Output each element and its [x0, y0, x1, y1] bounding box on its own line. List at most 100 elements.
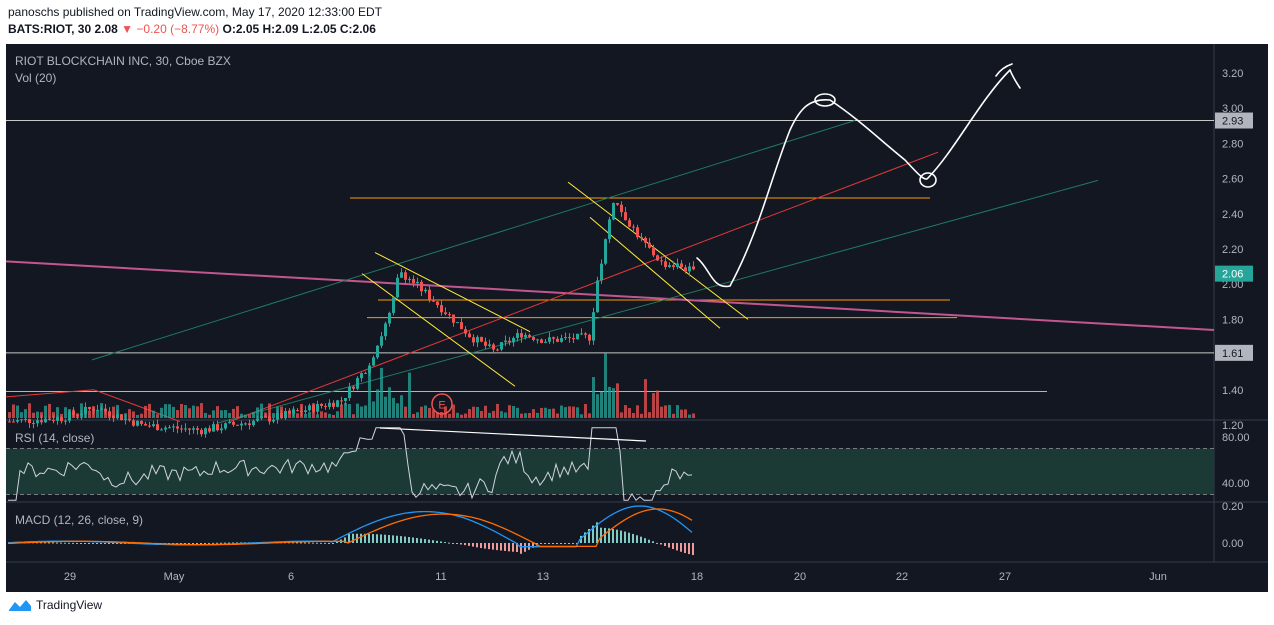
volume-bar [172, 406, 175, 418]
time-tick-label: 22 [896, 571, 908, 583]
earnings-circle[interactable] [431, 393, 453, 415]
candle-body [268, 416, 271, 422]
freehand-path [696, 63, 1021, 288]
volume-bar [368, 365, 371, 418]
macd-histogram-bar [80, 543, 82, 544]
macd-histogram-bar [692, 543, 694, 556]
price-tag-label: 2.06 [1222, 269, 1243, 281]
candle-body [184, 428, 187, 430]
macd-histogram-bar [408, 537, 410, 543]
volume-bar [440, 412, 443, 418]
freehand-projection[interactable] [696, 63, 1021, 288]
candle-body [304, 410, 307, 412]
macd-histogram-bar [656, 542, 658, 544]
volume-bar [512, 405, 515, 418]
candle-body [368, 365, 371, 373]
rsi-tick-label: 80.00 [1222, 432, 1250, 444]
candle-body [40, 420, 43, 423]
volume-bar [416, 412, 419, 418]
candle-body [144, 423, 147, 426]
volume-bar [692, 413, 695, 418]
macd-histogram-bar [200, 543, 202, 544]
volume-bar [132, 411, 135, 418]
trendline-drawings[interactable] [5, 120, 1215, 424]
candle-body [600, 263, 603, 281]
macd-histogram-bar [304, 542, 306, 544]
volume-bar [208, 414, 211, 418]
candle-body [244, 423, 247, 425]
candle-body [496, 349, 499, 351]
candle-body [388, 312, 391, 324]
candle-body [20, 419, 23, 421]
candle-body [64, 420, 67, 422]
macd-histogram-bar [184, 543, 186, 544]
volume-bar [360, 406, 363, 418]
volume-bar [588, 413, 591, 418]
macd-histogram-bar [484, 543, 486, 549]
candle-body [204, 428, 207, 435]
candle-body [580, 333, 583, 335]
candle-body [672, 265, 675, 268]
volume-bar [436, 412, 439, 418]
macd-histogram-bar [436, 540, 438, 543]
symbol-quote-line: BATS:RIOT, 30 2.08 ▼ −0.20 (−8.77%) O:2.… [8, 22, 376, 36]
red-trendline [229, 151, 939, 422]
rsi-divergence-line [379, 427, 647, 442]
candle-body [480, 336, 483, 342]
earnings-marker[interactable]: E [431, 393, 453, 415]
volume-bar [500, 411, 503, 418]
volume-bar [480, 411, 483, 418]
volume-bar [392, 397, 395, 418]
time-tick-label: 20 [794, 571, 806, 583]
macd-label: MACD (12, 26, close, 9) [15, 513, 143, 527]
candle-body [436, 301, 439, 306]
candle-body [544, 341, 547, 343]
candle-body [564, 337, 567, 339]
volume-bar [548, 408, 551, 418]
candle-body [344, 398, 347, 401]
volume-bar [28, 403, 31, 418]
candle-body [592, 312, 595, 341]
macd-histogram-bar [424, 539, 426, 543]
macd-histogram-bar [532, 543, 534, 548]
macd-histogram-bar [108, 543, 110, 544]
macd-histogram-bar [176, 543, 178, 544]
volume-bar [472, 406, 475, 418]
volume-bar [244, 414, 247, 418]
macd-histogram-bar [432, 540, 434, 543]
macd-histogram-bar [400, 536, 402, 543]
volume-bar [424, 405, 427, 418]
candle-body [160, 429, 163, 431]
volume-bar [460, 414, 463, 418]
volume-bar [404, 406, 407, 418]
green-channel-upper [91, 120, 856, 361]
volume-bar [656, 390, 659, 418]
time-tick-label: Jun [1149, 571, 1167, 583]
candle-body [684, 267, 687, 272]
volume-bar [552, 408, 555, 418]
volume-bar [624, 405, 627, 418]
macd-histogram-bar [508, 543, 510, 552]
volume-bar [232, 408, 235, 418]
candle-body [8, 421, 11, 423]
footer-logo[interactable]: TradingView [8, 598, 102, 612]
volume-bar [88, 410, 91, 418]
volume-bar [444, 406, 447, 418]
macd-histogram-bar [636, 535, 638, 543]
volume-bar [484, 405, 487, 418]
macd-histogram-bar [420, 538, 422, 543]
candle-body [540, 339, 543, 343]
volume-bar [204, 412, 207, 418]
volume-bar [248, 414, 251, 418]
candle-body [332, 402, 335, 407]
green-channel-lower [216, 179, 1099, 424]
macd-histogram-bar [236, 542, 238, 544]
candle-body [500, 342, 503, 350]
volume-bar [24, 409, 27, 418]
volume-bar [268, 403, 271, 418]
candle-body [464, 329, 467, 334]
candle-body [624, 212, 627, 221]
time-tick-label: 29 [64, 571, 76, 583]
candle-body [120, 414, 123, 421]
